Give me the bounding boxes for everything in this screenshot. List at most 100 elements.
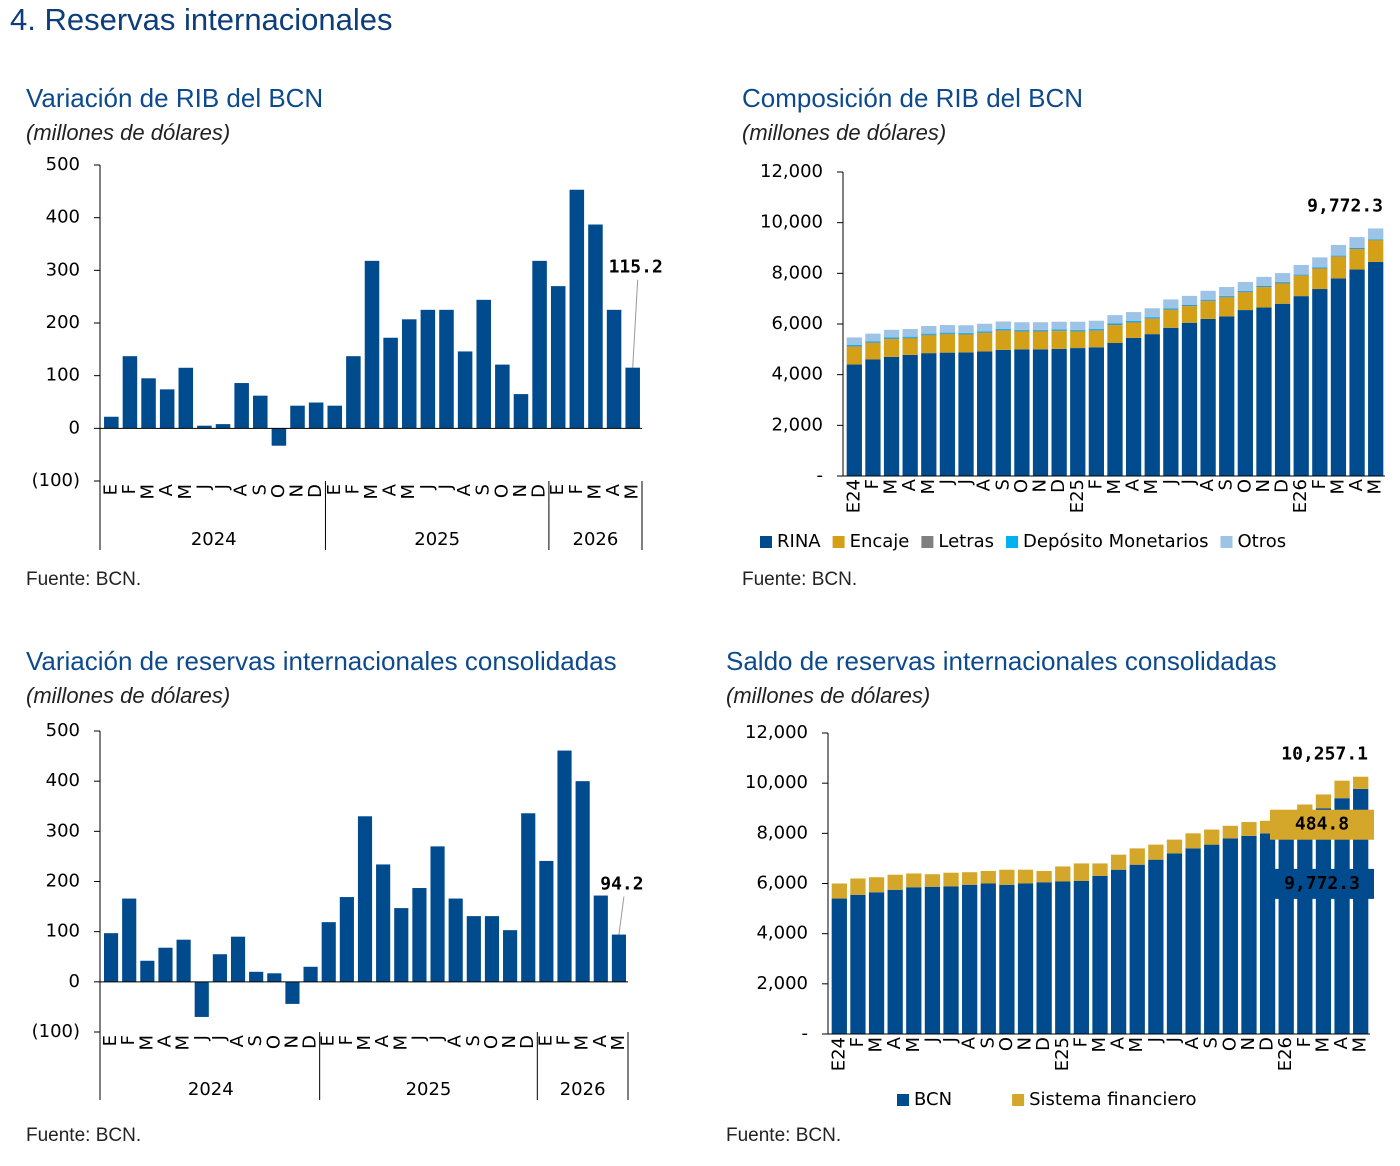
x-tick-label: S xyxy=(245,1035,266,1046)
bar-segment xyxy=(1181,322,1198,476)
x-tick-label: M xyxy=(608,1035,629,1051)
bar-segment xyxy=(980,883,996,1034)
bar-segment xyxy=(846,337,862,346)
legend-swatch xyxy=(897,1094,909,1106)
bar-segment xyxy=(1219,316,1235,476)
bar xyxy=(376,864,391,982)
label-box xyxy=(1270,809,1374,840)
bar-segment xyxy=(1274,282,1291,284)
bar-segment xyxy=(1073,863,1090,881)
bar xyxy=(253,395,268,429)
bar-segment xyxy=(939,352,956,476)
bar-segment xyxy=(1204,829,1220,845)
x-tick-label: F xyxy=(342,484,363,494)
bar-segment xyxy=(977,323,993,332)
bar-segment xyxy=(906,873,922,888)
x-tick-label: O xyxy=(1219,1037,1240,1051)
bar-segment xyxy=(868,892,885,1034)
x-tick-label: A xyxy=(1182,1036,1203,1049)
x-tick-label: F xyxy=(336,1035,357,1045)
legend-label: Encaje xyxy=(850,531,910,552)
bar-segment xyxy=(924,874,941,887)
x-tick-label: S xyxy=(992,479,1013,490)
x-tick-label: E xyxy=(547,484,568,495)
bar-segment xyxy=(1259,833,1276,1034)
x-tick-label: O xyxy=(481,1035,502,1049)
bar-segment xyxy=(887,874,903,890)
bar-segment xyxy=(1241,835,1257,1034)
legend-label: Depósito Monetarios xyxy=(1023,531,1208,552)
x-tick-label: E25 xyxy=(1052,1037,1073,1071)
bar-segment xyxy=(1051,329,1067,331)
bar-segment xyxy=(1163,308,1179,310)
year-label: 2025 xyxy=(414,529,460,550)
bar-segment xyxy=(1349,269,1365,476)
x-tick-label: F xyxy=(847,1037,868,1047)
y-tick-label: 300 xyxy=(46,820,80,841)
bar xyxy=(103,933,119,982)
x-tick-label: J xyxy=(940,1037,961,1043)
bar-segment xyxy=(1368,239,1384,240)
bar-segment xyxy=(1185,848,1201,1034)
bar xyxy=(588,224,603,429)
bar xyxy=(303,966,318,982)
x-tick-label: M xyxy=(866,1037,887,1053)
bar-segment xyxy=(999,869,1015,885)
x-tick-label: D xyxy=(517,1035,538,1049)
x-tick-label: F xyxy=(1085,479,1106,489)
bar-segment xyxy=(1368,239,1384,241)
x-tick-label: M xyxy=(881,479,902,495)
x-tick-label: A xyxy=(1331,1036,1352,1049)
bar-segment xyxy=(921,326,937,334)
bar-segment xyxy=(1237,281,1253,291)
x-tick-label: M xyxy=(572,1035,593,1051)
bar-segment xyxy=(1274,283,1291,304)
bar xyxy=(197,425,212,429)
bar-segment xyxy=(1144,318,1160,335)
bar-segment xyxy=(1166,839,1183,854)
x-tick-label: F xyxy=(862,479,883,489)
bar-segment xyxy=(1181,295,1198,305)
bar-segment xyxy=(921,335,937,354)
bar-segment xyxy=(1088,330,1105,348)
x-tick-label: M xyxy=(175,484,196,500)
y-tick-label: - xyxy=(802,1023,809,1044)
chart-subtitle: (millones de dólares) xyxy=(26,120,230,145)
bar xyxy=(513,394,529,429)
bar-segment xyxy=(1014,330,1030,332)
bar-segment xyxy=(1051,321,1067,330)
y-tick-label: 12,000 xyxy=(745,722,808,743)
bar-segment xyxy=(1368,240,1384,262)
chart-title: Variación de RIB del BCN xyxy=(26,83,323,113)
year-label: 2026 xyxy=(560,1079,606,1100)
x-tick-label: M xyxy=(1350,1037,1371,1053)
total-label: 10,257.1 xyxy=(1281,744,1368,765)
x-tick-label: M xyxy=(584,484,605,500)
legend-swatch xyxy=(832,536,845,548)
bar-segment xyxy=(977,351,993,476)
bar-segment xyxy=(1349,237,1365,248)
bar-segment xyxy=(1125,322,1142,338)
bar xyxy=(383,337,398,429)
bar-segment xyxy=(1036,870,1052,883)
chart-title: Saldo de reservas internacionales consol… xyxy=(726,646,1277,676)
x-tick-label: M xyxy=(136,1035,157,1051)
bar-segment xyxy=(1181,304,1198,306)
y-tick-label: 8,000 xyxy=(756,822,808,843)
bar-segment xyxy=(1204,844,1220,1034)
bar-segment xyxy=(1073,880,1090,1034)
x-tick-label: M xyxy=(1089,1037,1110,1053)
bar-segment xyxy=(1274,281,1291,283)
bar-segment xyxy=(1293,274,1309,276)
bar-segment xyxy=(1032,329,1049,331)
x-tick-label: M xyxy=(1327,479,1348,495)
bar-segment xyxy=(902,354,918,476)
bar-segment xyxy=(902,338,918,355)
bar-segment xyxy=(1055,866,1071,882)
bar xyxy=(625,367,640,429)
bar-segment xyxy=(1181,305,1198,307)
bar-segment xyxy=(1032,330,1049,332)
bar-segment xyxy=(962,872,978,885)
bar-segment xyxy=(1293,275,1309,297)
